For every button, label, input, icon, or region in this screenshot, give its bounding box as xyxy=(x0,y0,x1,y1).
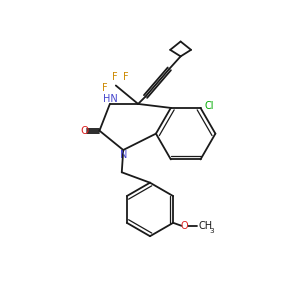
Text: F: F xyxy=(122,72,128,82)
Text: CH: CH xyxy=(199,221,213,231)
Text: F: F xyxy=(102,83,107,94)
Text: N: N xyxy=(120,150,128,160)
Text: HN: HN xyxy=(103,94,118,104)
Text: 3: 3 xyxy=(209,227,214,233)
Text: F: F xyxy=(112,72,118,82)
Text: Cl: Cl xyxy=(204,101,214,111)
Text: O: O xyxy=(181,221,188,231)
Text: O: O xyxy=(80,126,88,136)
